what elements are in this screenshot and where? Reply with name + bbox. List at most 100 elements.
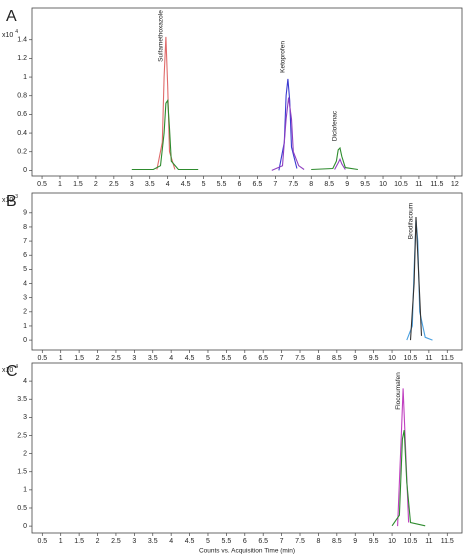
x-tick-label: 10.5	[394, 181, 408, 188]
x-tick-label: 9.5	[360, 181, 370, 188]
x-tick-label: 11.5	[441, 355, 454, 362]
trace	[156, 36, 176, 170]
x-tick-label: 6	[238, 181, 242, 188]
x-tick-label: 4	[169, 538, 173, 545]
x-tick-label: 1.5	[74, 538, 84, 545]
x-tick-label: 11	[425, 355, 432, 362]
multiplier-base: x10	[2, 197, 13, 204]
y-tick-label: 0	[23, 337, 27, 344]
peak-label: Diclofenac	[332, 110, 339, 141]
y-tick-label: 1.2	[17, 55, 27, 62]
x-tick-label: 2.5	[109, 181, 119, 188]
x-tick-label: 3.5	[145, 181, 155, 188]
x-tick-label: 4	[166, 181, 170, 188]
trace	[131, 98, 199, 171]
y-tick-label: 7	[23, 238, 27, 245]
trace	[409, 216, 423, 341]
trace	[278, 78, 298, 171]
y-tick-label: 4	[23, 280, 27, 287]
x-tick-label: 12	[451, 181, 459, 188]
x-tick-label: 5	[202, 181, 206, 188]
y-tick-label: 9	[23, 210, 27, 217]
y-tick-label: 3	[23, 295, 27, 302]
x-tick-label: 1	[58, 181, 62, 188]
x-tick-label: 0.5	[37, 355, 47, 362]
plot-frame	[31, 7, 463, 177]
x-axis-label: Counts vs. Acquisition Time (min)	[199, 548, 295, 555]
y-tick-label: 5	[23, 266, 27, 273]
y-tick-label: 1.4	[17, 37, 27, 44]
x-tick-label: 0.5	[37, 538, 47, 545]
y-tick-label: 2.5	[17, 432, 27, 439]
trace	[311, 146, 358, 171]
y-tick-label: 0.6	[17, 111, 27, 118]
x-tick-label: 4	[169, 355, 173, 362]
y-tick-label: 0	[23, 523, 27, 530]
x-tick-label: 1	[59, 355, 63, 362]
x-tick-label: 1	[59, 538, 63, 545]
x-tick-label: 0.5	[37, 181, 47, 188]
x-tick-label: 11.5	[441, 538, 454, 545]
x-tick-label: 7	[280, 355, 284, 362]
x-tick-label: 5	[206, 538, 210, 545]
x-tick-label: 4.5	[185, 355, 195, 362]
x-tick-label: 9	[345, 181, 349, 188]
multiplier-exponent: 3	[15, 194, 18, 200]
multiplier-exponent: 4	[15, 29, 18, 35]
y-multiplier: x10 4	[2, 29, 18, 39]
x-tick-label: 7	[280, 538, 284, 545]
y-multiplier: x10 4	[2, 364, 18, 374]
plot-frame	[31, 362, 463, 534]
y-tick-label: 2	[23, 450, 27, 457]
multiplier-base: x10	[2, 32, 13, 39]
y-tick-label: 0	[23, 167, 27, 174]
y-tick-label: 0.5	[17, 505, 27, 512]
trace	[271, 97, 305, 171]
x-tick-label: 1.5	[74, 355, 84, 362]
y-tick-label: 0.2	[17, 149, 27, 156]
y-tick-label: 6	[23, 252, 27, 259]
x-tick-label: 2	[96, 355, 100, 362]
x-tick-label: 5.5	[222, 355, 232, 362]
x-tick-label: 7.5	[295, 355, 305, 362]
peak-label: Flocoumafen	[395, 372, 402, 410]
y-tick-label: 4	[23, 378, 27, 385]
x-tick-label: 5.5	[222, 538, 232, 545]
x-tick-label: 1.5	[73, 181, 83, 188]
x-tick-label: 7.5	[288, 181, 298, 188]
x-tick-label: 6	[243, 538, 247, 545]
panel-label: B	[6, 193, 17, 210]
x-tick-label: 11	[415, 181, 422, 188]
x-tick-label: 10	[388, 538, 396, 545]
x-tick-label: 9.5	[369, 538, 379, 545]
x-tick-label: 3.5	[148, 538, 158, 545]
peak-label: Ketoprofen	[280, 41, 287, 73]
x-tick-label: 9.5	[369, 355, 379, 362]
x-tick-label: 6.5	[253, 181, 263, 188]
x-tick-label: 11	[425, 538, 432, 545]
x-tick-label: 3.5	[148, 355, 158, 362]
x-tick-label: 8	[316, 538, 320, 545]
panel-label: A	[6, 8, 17, 25]
x-tick-label: 2.5	[111, 355, 121, 362]
x-tick-label: 3	[130, 181, 134, 188]
y-tick-label: 3.5	[17, 396, 27, 403]
x-tick-label: 2	[94, 181, 98, 188]
peak-label: Sulfamethoxazole	[158, 10, 165, 62]
y-tick-label: 1	[23, 487, 27, 494]
y-tick-label: 8	[23, 224, 27, 231]
x-tick-label: 8	[309, 181, 313, 188]
x-tick-label: 5.5	[217, 181, 227, 188]
trace	[391, 429, 426, 527]
multiplier-base: x10	[2, 367, 13, 374]
multiplier-exponent: 4	[15, 364, 18, 370]
x-tick-label: 10.5	[404, 355, 418, 362]
x-tick-label: 6.5	[258, 355, 268, 362]
x-tick-label: 7	[273, 181, 277, 188]
x-tick-label: 8.5	[324, 181, 334, 188]
x-tick-label: 10	[388, 355, 396, 362]
x-tick-label: 3	[132, 538, 136, 545]
x-tick-label: 3	[132, 355, 136, 362]
x-tick-label: 6	[243, 355, 247, 362]
